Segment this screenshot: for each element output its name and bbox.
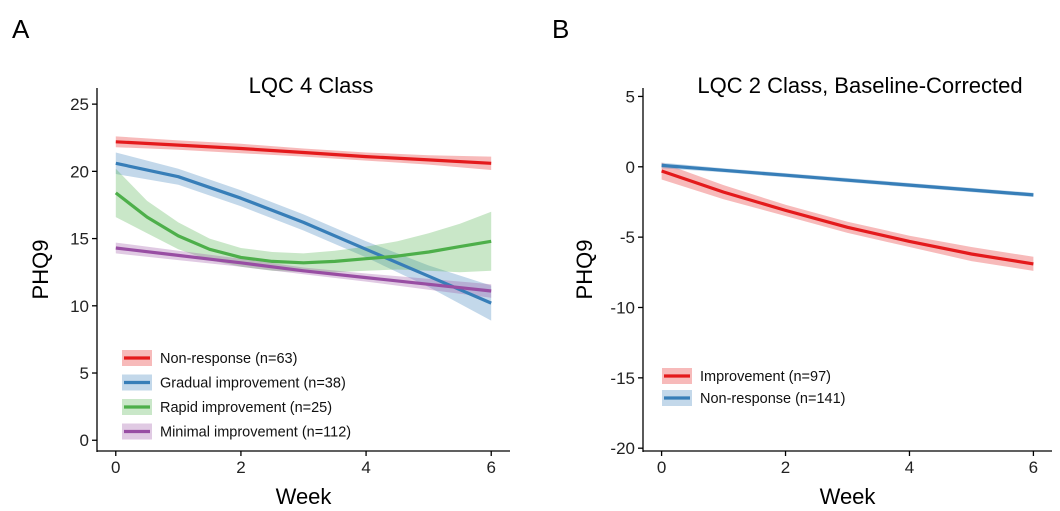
y-tick-label: -5 [620,228,635,247]
chart-panel-b: -20 -15 -10 -5 0 5 0 2 4 6 LQC 2 Class, Baseline-C… [572,73,1052,509]
series-line-3 [114,191,492,265]
series-line-2 [115,161,492,305]
x-tick-label: 4 [905,458,914,477]
x-tick-label: 2 [236,458,245,477]
panel-letter-a: A [12,14,30,44]
y-tick-label: -20 [610,439,635,458]
y-tick-label: 5 [626,87,635,106]
legend-label: Gradual improvement (n=38) [160,376,346,392]
series-line-1 [661,169,1034,266]
y-tick-label: 0 [626,158,635,177]
ci-band-1 [661,162,1034,271]
y-tick-label: -10 [610,298,635,317]
x-tick-label: 6 [486,458,495,477]
ci-band-2 [115,152,492,321]
legend-label: Rapid improvement (n=25) [160,400,332,416]
legend-label: Minimal improvement (n=112) [160,425,351,441]
chart-panel-a: 0 5 10 15 20 25 0 2 4 6 LQC 4 Class Week PHQ9 Non-res… [28,73,510,509]
y-tick-label: 25 [70,95,89,114]
x-tick-label: 0 [111,458,120,477]
y-axis-label: PHQ9 [572,240,597,300]
x-axis-label: Week [276,484,333,509]
ci-band-3 [115,168,492,273]
series-line-1 [115,140,492,165]
legend-label: Non-response (n=63) [160,351,297,367]
x-tick-label: 6 [1029,458,1038,477]
y-axis-label: PHQ9 [28,240,53,300]
y-tick-label: 15 [70,230,89,249]
x-tick-label: 2 [781,458,790,477]
chart-title: LQC 2 Class, Baseline-Corrected [697,73,1022,98]
y-tick-label: -15 [610,369,635,388]
panel-letter-b: B [552,14,569,44]
series-line-2 [661,163,1034,197]
y-tick-label: 10 [70,297,89,316]
y-tick-label: 5 [80,364,89,383]
chart-title: LQC 4 Class [249,73,374,98]
legend-label: Improvement (n=97) [700,369,831,385]
y-tick-label: 0 [80,431,89,450]
series-line-4 [115,246,492,293]
y-tick-label: 20 [70,162,89,181]
x-axis-label: Week [820,484,877,509]
x-tick-label: 4 [361,458,370,477]
legend-label: Non-response (n=141) [700,391,846,407]
x-tick-label: 0 [657,458,666,477]
